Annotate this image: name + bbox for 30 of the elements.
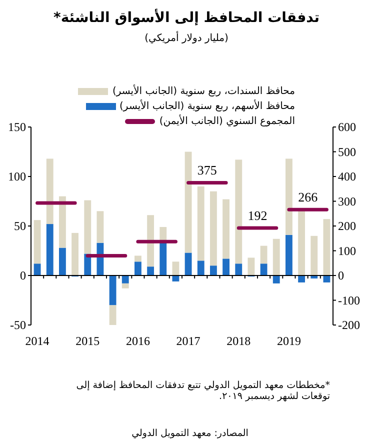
y-tick-label: 150 (8, 120, 26, 134)
y2-tick-label: 300 (338, 194, 356, 208)
x-tick-label: 2016 (126, 334, 150, 348)
y-tick-label: -50 (10, 318, 26, 332)
y2-tick-label: 600 (338, 120, 356, 134)
y-tick-label: 50 (14, 219, 26, 233)
x-tick-label: 2019 (276, 334, 301, 348)
y2-tick-label: -200 (338, 318, 360, 332)
y2-tick-label: 100 (338, 244, 356, 258)
y2-tick-label: -100 (338, 293, 360, 308)
legend-label: محافظ السندات، ربع سنوية (الجانب الأيسر) (112, 86, 295, 97)
y-tick-label: 100 (8, 170, 26, 184)
title: تدفقات المحافظ إلى الأسواق الناشئة* (52, 10, 320, 26)
y2-tick-label: 200 (338, 219, 356, 233)
annotation: المصادر: معهد التمويل الدولي (130, 428, 250, 439)
x-tick-label: 2017 (176, 334, 200, 348)
data-label: 266 (298, 190, 318, 205)
y-tick-label: 0 (20, 268, 26, 282)
x-tick-label: 2015 (76, 334, 100, 348)
y2-tick-label: 0 (338, 268, 344, 282)
legend-label: المجموع السنوي (الجانب الأيمن) (159, 116, 295, 127)
y2-tick-label: 400 (338, 170, 356, 184)
y2-tick-label: 500 (338, 144, 356, 159)
data-label: 375 (197, 162, 217, 178)
x-tick-label: 2014 (25, 334, 50, 348)
x-tick-label: 2018 (226, 334, 251, 348)
data-label: 192 (248, 208, 268, 223)
legend-label: محافظ الأسهم، ربع سنوية (الجانب الأيسر) (120, 101, 295, 112)
subtitle: (مليار دولار أمريكي) (144, 33, 230, 44)
annotation: *مخططات معهد التمويل الدولي تتبع تدفقات المحافظ إضافة إلى توقعات لشهر ديسمبر ٢٠١٩. (75, 380, 330, 402)
